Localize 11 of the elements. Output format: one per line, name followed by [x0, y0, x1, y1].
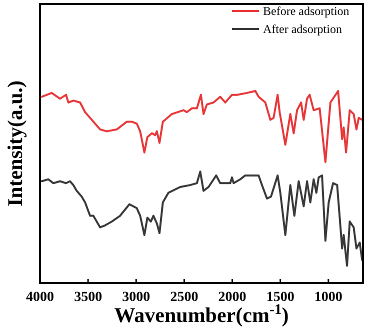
x-tick-label: 4000 [26, 290, 54, 305]
x-tick-label: 2000 [218, 290, 246, 305]
legend-label: After adsorption [263, 22, 342, 36]
x-axis-title: Wavenumber(cm$^{-1}$) [114, 302, 289, 327]
x-tick-label: 3000 [122, 290, 150, 305]
x-tick-label: 1500 [266, 290, 294, 305]
legend-label: Before adsorption [263, 4, 350, 18]
y-axis-title: Intensity(a.u.) [3, 80, 27, 207]
x-tick-label: 1000 [314, 290, 342, 305]
x-tick-label: 3500 [74, 290, 102, 305]
x-tick-label: 2500 [170, 290, 198, 305]
